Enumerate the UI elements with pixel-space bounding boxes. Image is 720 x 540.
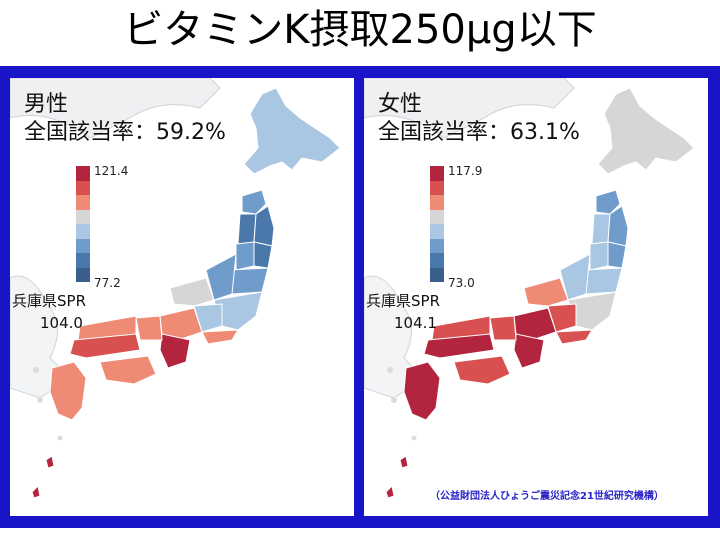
map-region-hokuriku	[523, 277, 569, 307]
map-region-yamagata	[235, 241, 255, 271]
male-rate-value: 59.2%	[156, 120, 226, 145]
legend-swatch	[76, 209, 90, 224]
female-spr-label: 兵庫県SPR	[366, 292, 440, 310]
map-region-iwate	[253, 205, 275, 247]
map-region-kyushu	[49, 361, 87, 421]
map-region-hokuriku	[169, 277, 215, 307]
male-legend-max: 121.4	[94, 164, 129, 178]
female-legend-min: 73.0	[448, 276, 475, 290]
map-region-shikoku	[99, 355, 157, 385]
slide-title: ビタミンK摂取250μg以下	[123, 7, 597, 53]
legend-swatch	[430, 267, 444, 282]
map-region-tokai	[201, 329, 239, 345]
legend-swatch	[430, 180, 444, 195]
male-japan-map	[10, 78, 341, 499]
legend-swatch	[430, 209, 444, 224]
female-rate-value: 63.1%	[510, 120, 580, 145]
map-region-chugoku	[69, 333, 141, 359]
map-region-aomori	[241, 189, 267, 215]
legend-swatch	[430, 195, 444, 210]
female-legend-bar	[430, 166, 444, 282]
map-region-iwate	[607, 205, 629, 247]
male-spr-value: 104.0	[40, 314, 83, 332]
map-region-akita	[591, 213, 611, 245]
map-region-hokkaido	[243, 87, 341, 175]
male-spr-label: 兵庫県SPR	[12, 292, 86, 310]
map-region-miyagi	[607, 241, 627, 269]
map-region-hyogo	[135, 315, 163, 341]
legend-swatch	[430, 166, 444, 181]
female-legend-max: 117.9	[448, 164, 483, 178]
legend-swatch	[76, 238, 90, 253]
legend-swatch	[76, 195, 90, 210]
map-region-kyushu	[403, 361, 441, 421]
female-japan-map	[364, 78, 695, 499]
female-heading: 女性	[378, 92, 423, 117]
legend-swatch	[76, 180, 90, 195]
legend-swatch	[430, 253, 444, 268]
map-region-tokai	[555, 329, 593, 345]
map-region-fukushima	[583, 267, 623, 295]
male-legend-bar	[76, 166, 90, 282]
female-rate: 全国該当率：63.1%	[378, 120, 580, 145]
map-region-kii	[513, 333, 545, 369]
legend-swatch	[430, 238, 444, 253]
legend-swatch	[76, 166, 90, 181]
legend-swatch	[76, 267, 90, 282]
male-rate-label: 全国該当率	[24, 120, 135, 145]
legend-swatch	[430, 224, 444, 239]
map-region-shikoku	[453, 355, 511, 385]
legend-swatch	[76, 224, 90, 239]
legend-swatch	[76, 253, 90, 268]
female-spr-value: 104.1	[394, 314, 437, 332]
male-map-panel: 男性 全国該当率：59.2% 121.4 77.2 兵庫県SPR 104.0	[10, 78, 354, 516]
map-region-hokkaido	[597, 87, 695, 175]
map-region-niigata	[559, 253, 591, 301]
map-region-ryukyu-2	[31, 484, 41, 499]
map-region-hyogo	[489, 315, 517, 341]
male-legend-min: 77.2	[94, 276, 121, 290]
map-region-ryukyu-1	[399, 455, 409, 469]
map-region-miyagi	[253, 241, 273, 269]
map-region-ryukyu-2	[385, 484, 395, 499]
map-region-kii	[159, 333, 191, 369]
map-region-fukushima	[229, 267, 269, 295]
map-region-chugoku	[423, 333, 495, 359]
female-map-panel: 女性 全国該当率：63.1% 117.9 73.0 兵庫県SPR 104.1	[364, 78, 708, 516]
male-rate: 全国該当率：59.2%	[24, 120, 226, 145]
map-region-aomori	[595, 189, 621, 215]
map-region-niigata	[205, 253, 237, 301]
map-region-ryukyu-1	[45, 455, 55, 469]
female-rate-label: 全国該当率	[378, 120, 489, 145]
map-region-yamagata	[589, 241, 609, 271]
male-heading: 男性	[24, 92, 69, 117]
map-region-akita	[237, 213, 257, 245]
source-credit: （公益財団法人ひょうご震災記念21世紀研究機構）	[430, 491, 664, 502]
